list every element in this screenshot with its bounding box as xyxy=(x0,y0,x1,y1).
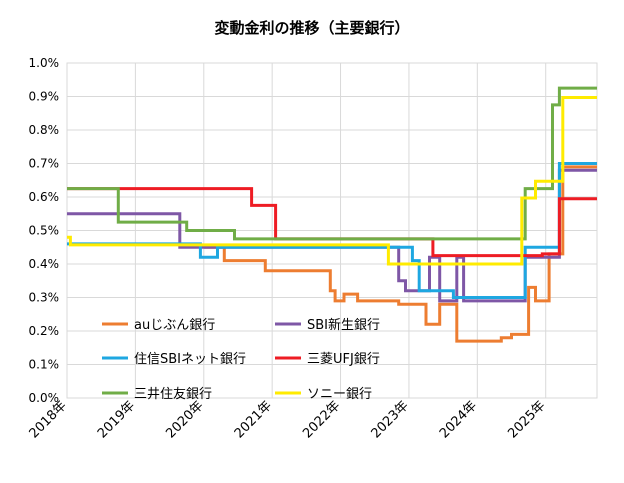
legend-label: SBI新生銀行 xyxy=(307,317,380,333)
y-tick-label: 0.6% xyxy=(29,190,60,204)
series-line xyxy=(203,165,597,343)
plot-area-border xyxy=(66,62,598,399)
y-tick-label: 0.4% xyxy=(29,257,60,271)
y-tick-label: 0.9% xyxy=(29,90,60,104)
legend-label: 住信SBIネット銀行 xyxy=(134,352,246,367)
legend-label: 三菱UFJ銀行 xyxy=(307,352,380,367)
y-tick-label: 0.3% xyxy=(29,291,60,305)
y-tick-label: 1.0% xyxy=(29,56,60,70)
y-tick-label: 0.0% xyxy=(29,391,60,405)
y-tick-label: 0.2% xyxy=(29,324,60,338)
y-tick-label: 0.5% xyxy=(29,224,60,238)
series-line xyxy=(67,96,597,266)
legend-item: SBI新生銀行 xyxy=(275,317,380,333)
legend-item: 三菱UFJ銀行 xyxy=(275,352,380,367)
chart-title: 変動金利の推移（主要銀行） xyxy=(214,19,409,37)
series-line xyxy=(67,162,597,299)
y-tick-label: 0.7% xyxy=(29,157,60,171)
gridlines xyxy=(66,62,598,399)
legend-item: ソニー銀行 xyxy=(275,387,372,402)
legend-item: 三井住友銀行 xyxy=(102,386,212,402)
series-lines xyxy=(67,86,597,343)
legend-item: 住信SBIネット銀行 xyxy=(102,352,246,367)
legend-label: ソニー銀行 xyxy=(307,387,372,402)
legend-label: auじぶん銀行 xyxy=(134,318,215,333)
series-line xyxy=(67,86,597,241)
y-tick-label: 0.8% xyxy=(29,123,60,137)
legend-label: 三井住友銀行 xyxy=(134,386,212,402)
y-tick-label: 0.1% xyxy=(29,358,60,372)
legend-item: auじぶん銀行 xyxy=(102,318,215,333)
series-line xyxy=(67,187,597,258)
